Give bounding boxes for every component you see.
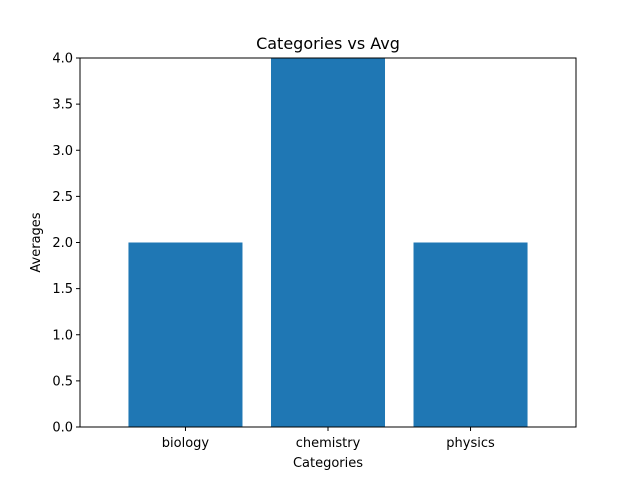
y-tick-label: 1.5 (52, 282, 73, 297)
x-tick-label: biology (162, 436, 210, 451)
y-tick-label: 1.0 (52, 328, 73, 343)
y-tick-label: 4.0 (52, 52, 73, 67)
y-tick-label: 0.0 (52, 421, 73, 436)
y-tick-label: 0.5 (52, 374, 73, 389)
y-tick-label: 3.0 (52, 144, 73, 159)
x-tick-label: physics (446, 436, 495, 451)
bar-biology (128, 242, 243, 427)
bar-chemistry (270, 58, 386, 427)
x-axis-label: Categories (293, 456, 363, 471)
bar-physics (413, 242, 528, 427)
plot-frame (79, 57, 577, 428)
x-axis-ticks: biology chemistry physics (162, 427, 495, 451)
bars-group (128, 58, 528, 427)
y-tick-label: 2.5 (52, 190, 73, 205)
y-tick-label: 3.5 (52, 98, 73, 113)
y-tick-label: 2.0 (52, 236, 73, 251)
x-tick-label: chemistry (296, 436, 361, 451)
y-axis-label: Averages (29, 212, 44, 272)
chart-title: Categories vs Avg (256, 34, 400, 53)
y-axis-ticks: 0.0 0.5 1.0 1.5 2.0 2.5 3.0 3.5 4.0 (52, 52, 80, 436)
